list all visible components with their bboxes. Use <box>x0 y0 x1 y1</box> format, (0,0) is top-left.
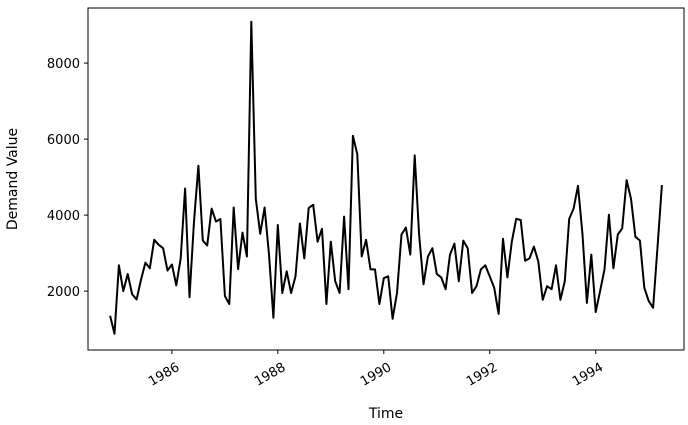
y-tick: 8000 <box>47 57 88 72</box>
series-layer <box>109 20 663 335</box>
x-tick-label: 1988 <box>252 360 288 390</box>
plot-frame <box>87 7 685 351</box>
y-axis: 2000 4000 6000 8000 <box>47 57 88 300</box>
x-tick: 1990 <box>358 350 394 390</box>
y-tick: 4000 <box>47 209 88 224</box>
series-line <box>109 20 663 335</box>
y-tick-label: 8000 <box>47 57 80 72</box>
y-tick-label: 4000 <box>47 209 80 224</box>
y-tick: 6000 <box>47 133 88 148</box>
y-tick-label: 2000 <box>47 285 80 300</box>
y-tick-label: 6000 <box>47 133 80 148</box>
x-tick: 1994 <box>570 350 606 390</box>
x-tick: 1986 <box>146 350 182 390</box>
x-axis: 1986 1988 1990 1992 1994 <box>146 350 606 390</box>
y-tick: 2000 <box>47 285 88 300</box>
y-axis-label: Demand Value <box>5 128 21 230</box>
x-tick-label: 1992 <box>464 360 500 390</box>
x-tick: 1988 <box>252 350 288 390</box>
x-tick-label: 1994 <box>570 360 606 390</box>
x-tick-label: 1986 <box>146 360 182 390</box>
x-tick: 1992 <box>464 350 500 390</box>
x-axis-label: Time <box>368 406 403 422</box>
x-tick-label: 1990 <box>358 360 394 390</box>
